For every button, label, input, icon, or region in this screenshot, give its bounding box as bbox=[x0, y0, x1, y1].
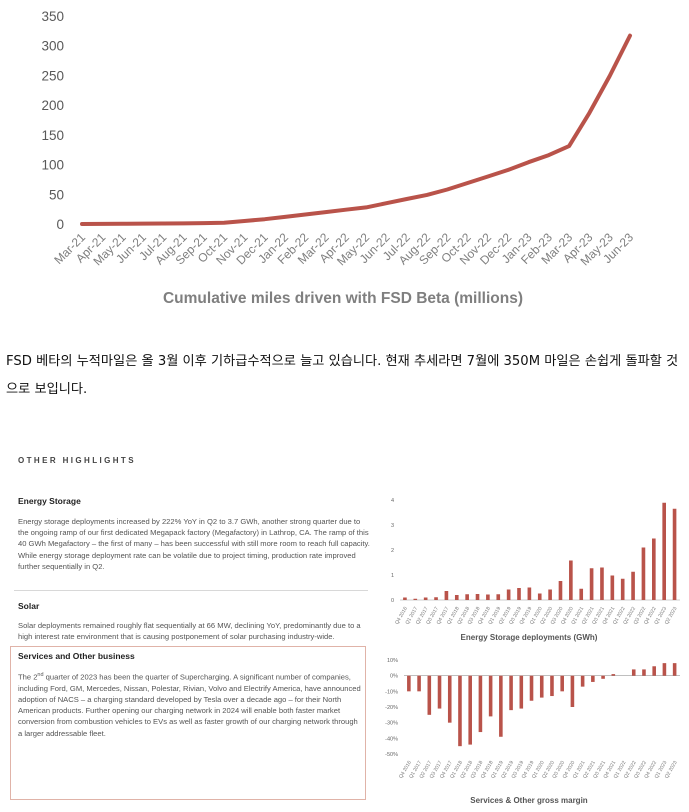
fsd-x-axis: Mar-21Apr-21May-21Jun-21Jul-21Aug-21Sep-… bbox=[51, 230, 636, 268]
bar bbox=[560, 676, 564, 692]
bar bbox=[465, 594, 469, 600]
y-tick-label: 2 bbox=[391, 548, 394, 554]
bar bbox=[479, 676, 483, 732]
bar bbox=[571, 676, 575, 707]
bar bbox=[579, 589, 583, 600]
bar bbox=[455, 595, 459, 600]
bar bbox=[601, 676, 605, 679]
fsd-y-tick-label: 0 bbox=[56, 217, 64, 232]
fsd-y-tick-label: 350 bbox=[41, 9, 64, 24]
bar bbox=[417, 676, 421, 692]
fsd-y-tick-label: 50 bbox=[49, 187, 64, 202]
services-body-prefix: The 2 bbox=[18, 673, 37, 682]
bar bbox=[445, 591, 449, 600]
bar bbox=[663, 663, 667, 676]
energy-storage-title: Energy Storage bbox=[18, 496, 81, 506]
bar bbox=[438, 676, 442, 709]
fsd-series-line bbox=[82, 36, 630, 224]
y-tick-label: 0% bbox=[390, 674, 398, 680]
bar bbox=[424, 598, 428, 601]
bar bbox=[540, 676, 544, 698]
bar bbox=[591, 676, 595, 682]
bar bbox=[550, 676, 554, 696]
fsd-y-tick-label: 100 bbox=[41, 158, 64, 173]
bar bbox=[507, 590, 511, 601]
bar bbox=[673, 663, 677, 676]
section-divider bbox=[14, 590, 368, 591]
bar bbox=[448, 676, 452, 723]
services-body: The 2nd quarter of 2023 has been the qua… bbox=[18, 670, 364, 739]
bar bbox=[403, 598, 407, 601]
bar bbox=[652, 666, 656, 675]
bar bbox=[486, 595, 490, 601]
fsd-y-tick-label: 300 bbox=[41, 39, 64, 54]
energy-storage-chart-title: Energy Storage deployments (GWh) bbox=[374, 633, 684, 642]
bar bbox=[434, 597, 438, 600]
korean-commentary: FSD 베타의 누적마일은 올 3월 이후 기하급수적으로 늘고 있습니다. 현… bbox=[6, 348, 686, 404]
solar-title: Solar bbox=[18, 601, 39, 611]
bar bbox=[548, 590, 552, 601]
bar bbox=[559, 581, 563, 600]
bar bbox=[489, 676, 493, 717]
bar bbox=[632, 669, 636, 675]
bar bbox=[569, 561, 573, 601]
bar bbox=[642, 669, 646, 675]
bar bbox=[611, 576, 615, 601]
bar bbox=[662, 503, 666, 600]
fsd-y-tick-label: 200 bbox=[41, 98, 64, 113]
y-tick-label: -50% bbox=[385, 752, 398, 758]
bar bbox=[509, 676, 513, 710]
energy-storage-body: Energy storage deployments increased by … bbox=[18, 516, 370, 572]
services-title: Services and Other business bbox=[18, 651, 135, 661]
bar bbox=[538, 594, 542, 601]
other-highlights-header: OTHER HIGHLIGHTS bbox=[18, 456, 136, 465]
bar bbox=[468, 676, 472, 745]
y-tick-label: -30% bbox=[385, 721, 398, 727]
bar bbox=[413, 599, 417, 600]
bar bbox=[590, 568, 594, 600]
bar bbox=[476, 594, 480, 600]
gross-margin-chart-title: Services & Other gross margin bbox=[374, 796, 684, 805]
fsd-y-tick-label: 150 bbox=[41, 128, 64, 143]
y-tick-label: 1 bbox=[391, 573, 394, 579]
bar bbox=[458, 676, 462, 747]
bar bbox=[517, 588, 521, 600]
bar bbox=[673, 509, 677, 600]
bar bbox=[496, 594, 500, 600]
y-tick-label: -20% bbox=[385, 705, 398, 711]
bar bbox=[528, 588, 532, 601]
solar-body: Solar deployments remained roughly flat … bbox=[18, 620, 370, 642]
y-tick-label: -10% bbox=[385, 689, 398, 695]
bar bbox=[612, 674, 616, 676]
services-body-text: quarter of 2023 has been the quarter of … bbox=[18, 673, 361, 738]
bar bbox=[520, 676, 524, 709]
y-tick-label: 0 bbox=[391, 598, 394, 604]
bar bbox=[631, 572, 635, 600]
bar bbox=[621, 579, 625, 600]
y-tick-label: 3 bbox=[391, 523, 394, 529]
bar bbox=[652, 539, 656, 601]
bar bbox=[499, 676, 503, 737]
fsd-chart-title: Cumulative miles driven with FSD Beta (m… bbox=[163, 290, 523, 307]
y-tick-label: 4 bbox=[391, 498, 394, 504]
other-highlights-section: OTHER HIGHLIGHTS Energy Storage Energy s… bbox=[0, 440, 689, 811]
bar bbox=[642, 548, 646, 601]
fsd-miles-chart: 0 50 100 150 200 250 300 350 Mar-21Apr-21May-21… bbox=[0, 0, 689, 320]
bar bbox=[600, 568, 604, 601]
fsd-y-axis: 0 50 100 150 200 250 300 350 bbox=[41, 9, 64, 232]
fsd-y-tick-label: 250 bbox=[41, 68, 64, 83]
bar bbox=[530, 676, 534, 701]
bar bbox=[581, 676, 585, 687]
y-tick-label: 10% bbox=[387, 658, 398, 664]
y-tick-label: -40% bbox=[385, 736, 398, 742]
bar bbox=[407, 676, 411, 692]
bar bbox=[428, 676, 432, 715]
